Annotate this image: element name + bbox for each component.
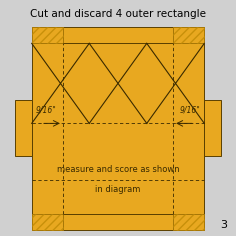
Bar bbox=[32, 27, 63, 43]
Text: measure and score as shown: measure and score as shown bbox=[57, 165, 179, 174]
Bar bbox=[32, 214, 63, 230]
Bar bbox=[63, 214, 173, 230]
Bar bbox=[32, 214, 63, 230]
Bar bbox=[173, 27, 204, 43]
Bar bbox=[32, 27, 63, 43]
Text: in diagram: in diagram bbox=[95, 185, 141, 194]
Bar bbox=[173, 214, 204, 230]
Bar bbox=[204, 100, 221, 156]
Text: 9/16": 9/16" bbox=[180, 105, 201, 114]
Bar bbox=[63, 27, 173, 43]
Bar bbox=[32, 43, 204, 214]
Text: Cut and discard 4 outer rectangle: Cut and discard 4 outer rectangle bbox=[30, 9, 206, 19]
Text: 9/16": 9/16" bbox=[35, 105, 56, 114]
Bar bbox=[173, 27, 204, 43]
Bar bbox=[15, 100, 32, 156]
Bar bbox=[173, 214, 204, 230]
Text: 3: 3 bbox=[221, 220, 228, 230]
